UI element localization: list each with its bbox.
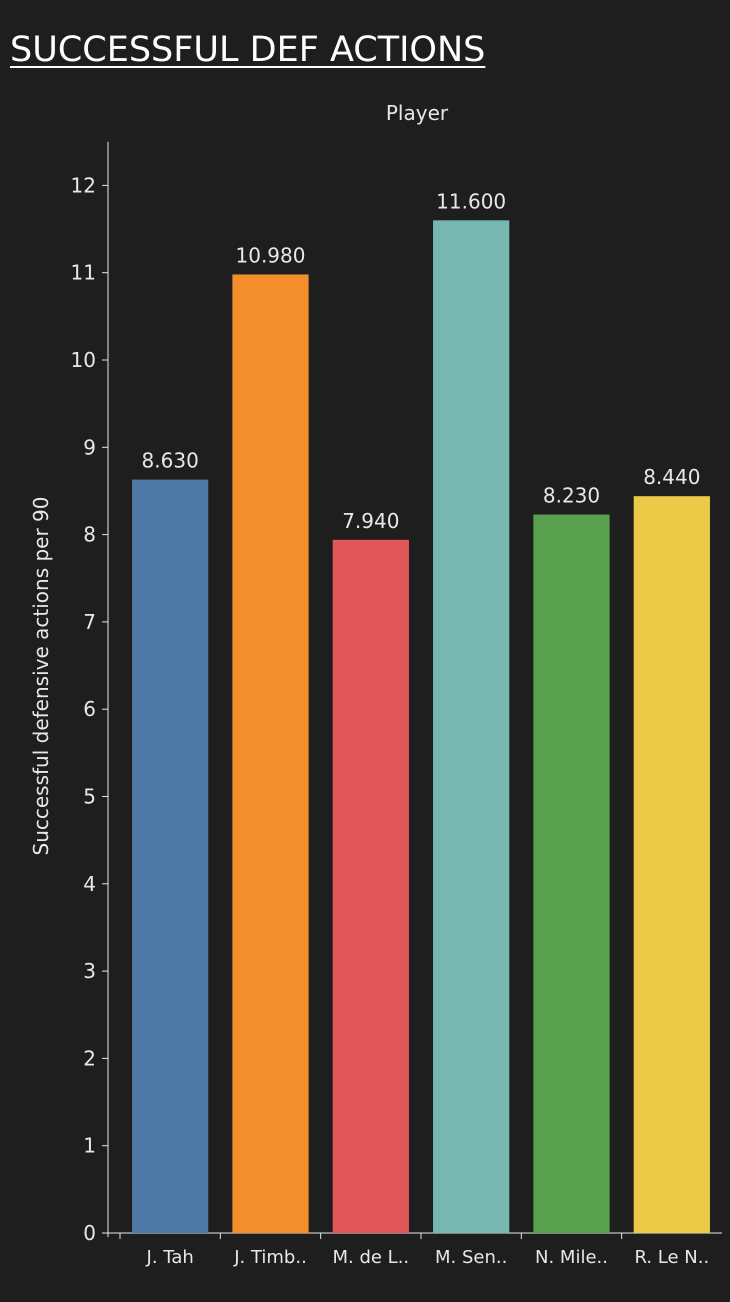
y-tick-label: 7 <box>83 610 96 634</box>
bar[interactable] <box>132 479 209 1233</box>
x-tick-label: N. Mile.. <box>535 1247 608 1268</box>
y-tick-label: 0 <box>83 1221 96 1245</box>
x-tick-label: M. de L.. <box>332 1247 409 1268</box>
y-tick-label: 5 <box>83 785 96 809</box>
y-tick-label: 12 <box>71 173 96 197</box>
bar-value-label: 8.630 <box>142 449 199 473</box>
y-tick-label: 10 <box>71 348 96 372</box>
bar-value-label: 8.440 <box>643 465 700 489</box>
chart-title: SUCCESSFUL DEF ACTIONS <box>10 30 486 70</box>
bar[interactable] <box>232 274 309 1233</box>
x-tick-label: R. Le N.. <box>634 1247 709 1268</box>
x-axis-title: Player <box>386 101 449 125</box>
bar-value-label: 11.600 <box>436 189 506 213</box>
y-tick-label: 9 <box>83 435 96 459</box>
bar[interactable] <box>533 514 610 1233</box>
bar[interactable] <box>633 496 710 1233</box>
y-tick-label: 3 <box>83 959 96 983</box>
y-tick-label: 6 <box>83 697 96 721</box>
bar-value-label: 10.980 <box>236 243 306 267</box>
x-tick-label: M. Sen.. <box>435 1247 507 1268</box>
x-tick-label: J. Timb.. <box>233 1247 307 1268</box>
bar[interactable] <box>332 539 409 1233</box>
y-tick-label: 1 <box>83 1134 96 1158</box>
x-tick-label: J. Tah <box>146 1247 194 1268</box>
bar-value-label: 8.230 <box>543 484 600 508</box>
bars: 8.630 10.980 7.940 11.600 8.230 8.440 <box>132 189 710 1233</box>
y-tick-label: 2 <box>83 1046 96 1070</box>
y-tick-label: 4 <box>83 872 96 896</box>
bar[interactable] <box>433 220 510 1233</box>
y-axis-title: Successful defensive actions per 90 <box>29 496 53 855</box>
x-axis: J. Tah J. Timb.. M. de L.. M. Sen.. N. Mile.… <box>108 1232 722 1268</box>
bar-value-label: 7.940 <box>342 509 399 533</box>
y-tick-label: 8 <box>83 523 96 547</box>
y-tick-label: 11 <box>71 261 96 285</box>
